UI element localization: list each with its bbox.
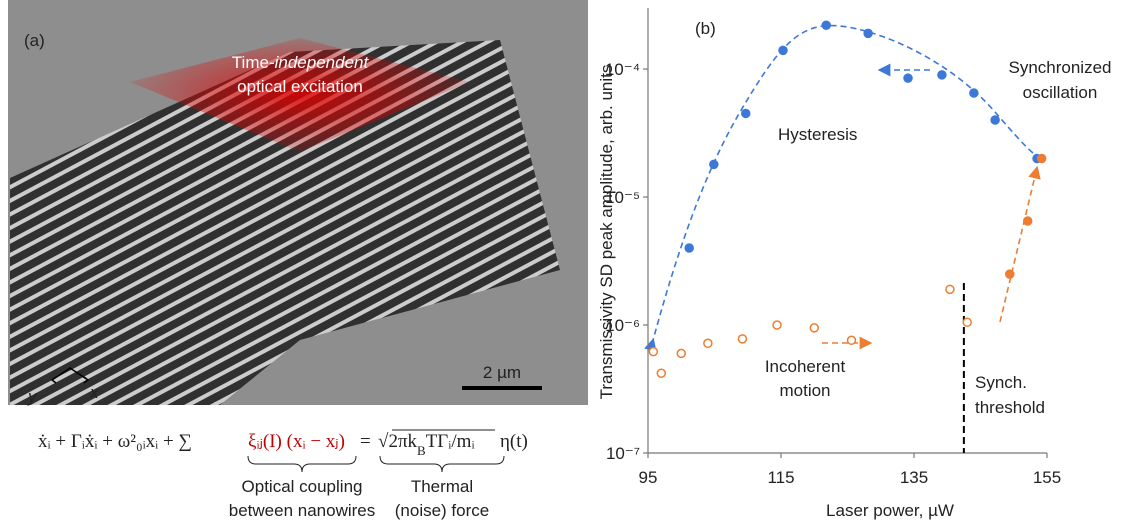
point xyxy=(990,115,1000,125)
annotation: Hysteresis xyxy=(778,125,857,144)
noise-label: Thermal xyxy=(411,477,473,496)
panel-label: (a) xyxy=(24,31,45,50)
coupling-label: Optical coupling xyxy=(242,477,363,496)
point xyxy=(772,320,782,330)
point xyxy=(778,45,788,56)
y-tick-label: 10⁻⁶ xyxy=(605,316,640,335)
x-tick-label: 115 xyxy=(767,468,794,487)
axis-x-label: x xyxy=(89,383,99,402)
point xyxy=(648,346,659,357)
y-tick-label: 10⁻⁵ xyxy=(605,188,640,207)
chart: (b) Laser power, µW Transmissivity SD pe… xyxy=(597,19,1112,520)
point xyxy=(703,338,713,349)
point xyxy=(846,335,857,346)
annotation: Synch. xyxy=(975,373,1027,392)
excitation-text: Time- xyxy=(232,53,275,72)
point xyxy=(737,334,748,344)
fit-line xyxy=(999,165,1041,323)
point xyxy=(1022,216,1033,226)
equation-coupling: ξᵢⱼ(I) (xᵢ − xⱼ) xyxy=(248,431,345,452)
root-part: 2πk xyxy=(388,431,417,452)
point xyxy=(962,317,972,328)
sem-image xyxy=(8,0,588,405)
point xyxy=(1036,153,1047,164)
annotation: oscillation xyxy=(1023,83,1098,102)
point xyxy=(969,88,979,98)
point xyxy=(945,284,955,295)
equation-lhs: ẋᵢ + Γᵢẋᵢ + ω²₀ᵢxᵢ + ∑ xyxy=(38,431,192,452)
root-part: B xyxy=(417,443,426,458)
x-tick-label: 155 xyxy=(1033,468,1061,487)
y-tick-label: 10⁻⁴ xyxy=(605,60,640,79)
root-part: TΓᵢ/mᵢ xyxy=(426,431,475,452)
point xyxy=(684,243,694,253)
y-axis-title: Transmissivity SD peak amplitude, arb. u… xyxy=(597,65,616,400)
annotation: threshold xyxy=(975,398,1045,417)
y-tick-label: 10⁻⁷ xyxy=(606,444,640,463)
underbrace xyxy=(379,455,505,473)
x-axis-title: Laser power, µW xyxy=(826,501,954,520)
coupling-label: between nanowires xyxy=(229,501,375,520)
point xyxy=(821,20,831,30)
point xyxy=(809,323,819,333)
excitation-text: independent xyxy=(275,53,370,72)
point xyxy=(676,348,686,359)
annotation: Synchronized xyxy=(1008,58,1111,77)
equation-noise: η(t) xyxy=(500,431,528,452)
point xyxy=(863,28,873,39)
excitation-text: optical excitation xyxy=(237,77,363,96)
noise-label: (noise) force xyxy=(395,501,489,520)
underbrace xyxy=(247,455,357,473)
axis-y-label: y xyxy=(27,387,38,406)
scale-bar-label: 2 µm xyxy=(483,363,521,382)
x-tick-label: 135 xyxy=(900,468,928,487)
annotation: Incoherent xyxy=(765,357,846,376)
point xyxy=(709,159,719,170)
point xyxy=(1005,269,1015,279)
x-tick-label: 95 xyxy=(639,468,658,487)
annotation: motion xyxy=(779,381,830,400)
point xyxy=(903,73,913,83)
point xyxy=(656,368,667,378)
equation-root: √2πkBTΓᵢ/mᵢ xyxy=(378,431,475,458)
equation-equals: = xyxy=(360,431,371,452)
panel-label: (b) xyxy=(695,19,716,38)
point xyxy=(741,108,751,119)
fit-curve xyxy=(644,24,1039,352)
point xyxy=(937,70,947,80)
excitation-label: Time-independent xyxy=(232,53,370,72)
